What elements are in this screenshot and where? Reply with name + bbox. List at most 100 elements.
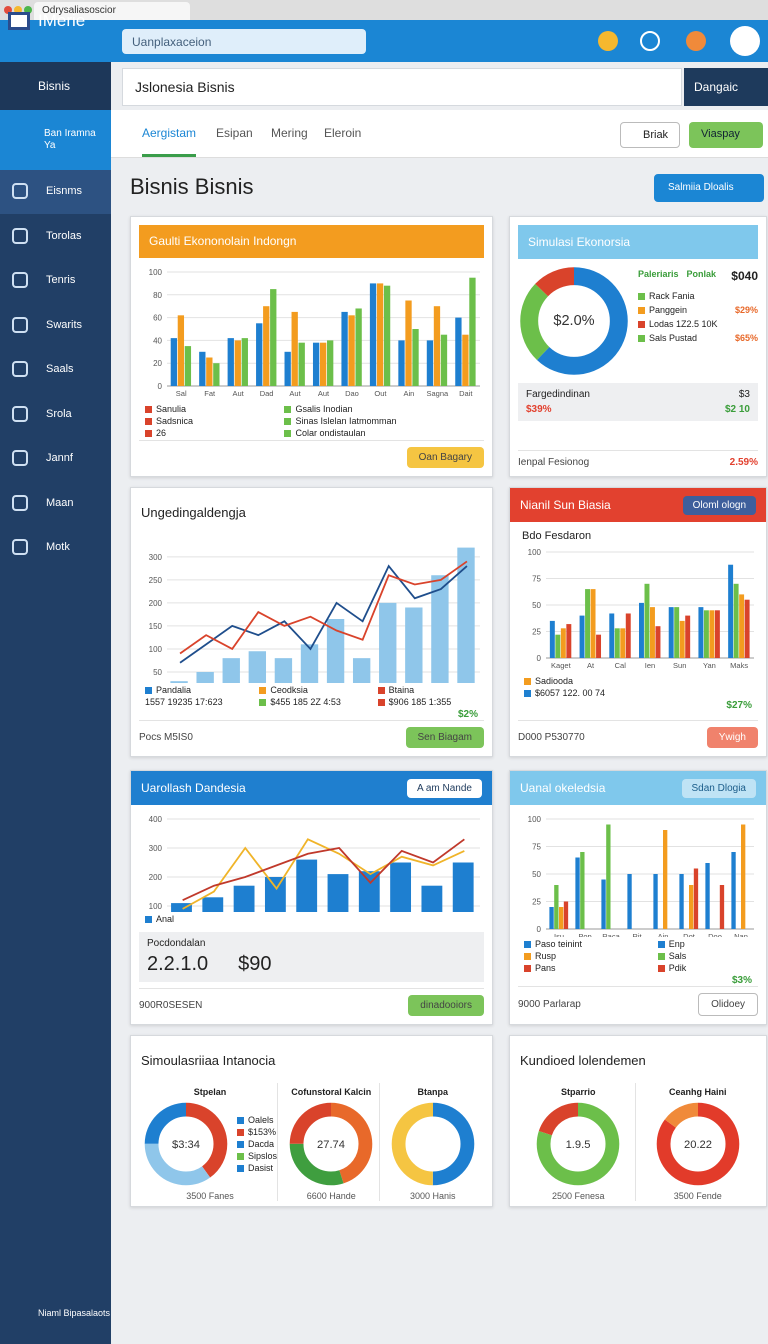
y-tick-label: 0	[158, 382, 163, 391]
sidebar-item[interactable]: Maan	[0, 482, 111, 526]
panel-footer: Pocs M5IS0 Sen Biagam	[139, 720, 484, 748]
sidebar-item[interactable]: Motk	[0, 526, 111, 570]
bar	[319, 342, 327, 386]
x-tick-label: Aut	[233, 389, 245, 398]
avatar[interactable]	[730, 26, 760, 56]
action-button[interactable]: Viaspay	[689, 122, 763, 148]
legend-item: Dacda	[237, 1139, 277, 1149]
donut-card: Btanpa 3000 Hanis	[386, 1083, 481, 1201]
x-tick-label: Sagna	[426, 389, 449, 398]
legend-label: Lodas 1Z2.5 10K	[649, 319, 718, 329]
legend: Anal	[139, 912, 484, 926]
sidebar-item[interactable]: Srola	[0, 393, 111, 437]
bar	[679, 874, 684, 929]
tab[interactable]: Eleroin	[324, 126, 362, 140]
bar	[728, 564, 734, 658]
x-tick-label: Ain	[658, 932, 669, 937]
footer-button[interactable]: Sen Biagam	[405, 727, 484, 748]
window-dot[interactable]	[14, 6, 22, 14]
profile[interactable]: Ban Iramna Ya	[0, 110, 111, 170]
legend-swatch	[657, 964, 665, 972]
bar	[705, 863, 710, 929]
window-dot[interactable]	[24, 6, 32, 14]
page-button[interactable]: Salmiia Dloalis	[654, 174, 764, 202]
toolbar-search[interactable]: Jslonesia Bisnis	[122, 68, 682, 106]
donut-label: Stpelan	[193, 1087, 227, 1097]
x-tick-label: Out	[374, 389, 387, 398]
search[interactable]: Uanplaxaceion	[122, 29, 366, 54]
legend-label: Enp	[668, 939, 685, 949]
legend-label: $455 185 2Z 4:53	[270, 697, 341, 707]
browser-tab[interactable]: Odrysaliasoscior	[34, 2, 190, 20]
legend-label: $6057 122. 00 74	[535, 688, 606, 698]
bar	[341, 311, 348, 386]
donut-card: Stpelan $3:34 Oalels $153% Dacda Sipslos Dasis…	[143, 1083, 279, 1201]
legend-swatch	[237, 1128, 244, 1136]
donut-segment	[144, 1102, 228, 1186]
icon[interactable]	[598, 31, 618, 51]
icon[interactable]	[686, 31, 706, 51]
legend-swatch	[377, 686, 385, 694]
tab[interactable]: Mering	[271, 126, 308, 140]
bar	[274, 658, 293, 683]
bar	[379, 602, 397, 683]
x-tick-label: Rit	[632, 932, 642, 937]
bar	[668, 607, 674, 658]
panel-header: Nianil Sun Biasia Oloml ologn	[510, 488, 766, 522]
filter-button[interactable]: Briak	[620, 122, 680, 148]
toolbar-button[interactable]: Dangaic	[684, 68, 768, 106]
sidebar-item[interactable]: Saals	[0, 348, 111, 392]
tab[interactable]: Aergistam	[142, 126, 197, 157]
legend-label: $906 185 1:355	[388, 697, 452, 707]
panel-title: Kundioed lolendemen	[520, 1053, 646, 1068]
header-button[interactable]: Sdan Dlogia	[681, 778, 756, 798]
logo[interactable]: IMerie	[38, 11, 86, 30]
window-dot[interactable]	[4, 6, 12, 14]
bar	[655, 626, 661, 658]
y-tick-label: 20	[153, 359, 162, 368]
legend-label: Sanulia	[156, 404, 187, 414]
footer-button[interactable]: Ywigh	[706, 727, 758, 748]
tab[interactable]: Esipan	[216, 126, 253, 140]
donut: 1.9.5	[536, 1102, 620, 1186]
sidebar	[0, 62, 111, 1344]
sidebar-item[interactable]: Torolas	[0, 215, 111, 259]
bar	[693, 868, 699, 929]
sidebar-label: Jannf	[46, 452, 73, 464]
legend-item: Anal	[145, 914, 478, 924]
sidebar-top[interactable]: Bisnis	[0, 62, 111, 110]
bar	[327, 874, 349, 912]
browser-tabs	[0, 0, 768, 20]
bar	[549, 620, 555, 658]
donut	[391, 1102, 475, 1186]
footer-button[interactable]: Olidoey	[698, 993, 758, 1016]
header-button[interactable]: A am Nande	[406, 778, 482, 798]
legend-item: Dasist	[237, 1163, 277, 1173]
legend-label: Btaina	[388, 685, 415, 695]
legend-item: Panggein $29%	[638, 305, 758, 315]
sidebar-item[interactable]: Eisnms	[0, 170, 111, 214]
labels: Paleriaris Ponlak $040	[638, 269, 758, 283]
chart: 0 25 50 75 100 Kaget At Cal Ien Sun Yan Maks	[528, 548, 754, 670]
bar	[227, 337, 234, 386]
bar	[326, 619, 345, 683]
bar	[433, 305, 441, 386]
bar	[689, 885, 694, 929]
sidebar-item[interactable]: Swarits	[0, 304, 111, 348]
chart: 0255075100IsuPopRacaRitAinDotDooNanSaad	[528, 815, 754, 937]
y-tick-label: 50	[532, 870, 541, 879]
sidebar-item[interactable]: Jannf	[0, 437, 111, 481]
icon[interactable]	[640, 31, 660, 51]
panel-footer: 9000 Parlarap Olidoey	[518, 986, 758, 1016]
bar	[709, 610, 715, 658]
x-tick-label: Sal	[176, 389, 187, 398]
legend-swatch	[377, 698, 385, 706]
donut-label: Cofunstoral Kalcin	[291, 1087, 372, 1097]
panel-header: Kundioed lolendemen	[518, 1044, 758, 1077]
footer-button[interactable]: Oan Bagary	[406, 447, 484, 468]
header-button[interactable]: Oloml ologn	[682, 495, 756, 515]
legend-swatch	[237, 1140, 244, 1148]
footer-button[interactable]: dinadooiors	[408, 995, 484, 1016]
sidebar-item[interactable]: Tenris	[0, 259, 111, 303]
